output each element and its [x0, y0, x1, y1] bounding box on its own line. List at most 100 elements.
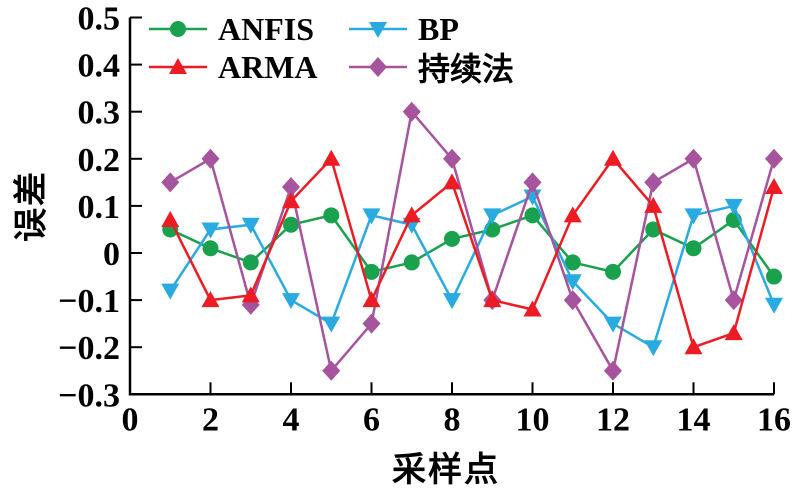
triangle-down-marker-icon [201, 222, 220, 239]
triangle-up-marker-icon [169, 58, 187, 74]
diamond-marker-icon [362, 313, 381, 334]
legend-label-ANFIS: ANFIS [218, 10, 315, 47]
x-tick-label: 4 [283, 401, 300, 438]
triangle-down-marker-icon [765, 297, 783, 314]
triangle-up-marker-icon [402, 206, 421, 223]
triangle-up-marker-icon [684, 338, 703, 355]
triangle-up-marker-icon [282, 192, 300, 209]
diamond-marker-icon [684, 148, 703, 169]
circle-marker-icon [685, 240, 702, 257]
triangle-down-marker-icon [241, 217, 260, 234]
triangle-down-marker-icon [724, 198, 743, 215]
triangle-up-marker-icon [483, 291, 502, 308]
y-tick-label: 0.1 [78, 189, 121, 226]
triangle-up-marker-icon [322, 149, 341, 166]
circle-marker-icon [202, 240, 219, 257]
circle-marker-icon [242, 254, 259, 271]
x-tick-label: 10 [516, 401, 550, 438]
series-line-BP [169, 194, 776, 350]
triangle-down-marker-icon [483, 208, 502, 225]
triangle-up-marker-icon [604, 149, 622, 166]
series-持续法 [161, 101, 783, 381]
circle-marker-icon [403, 254, 420, 271]
triangle-down-marker-icon [369, 22, 387, 38]
diamond-marker-icon [322, 360, 341, 381]
triangle-down-marker-icon [563, 274, 582, 291]
triangle-down-marker-icon [443, 293, 461, 310]
diamond-marker-icon [369, 57, 387, 77]
circle-marker-icon [766, 268, 782, 285]
triangle-up-marker-icon [523, 300, 542, 317]
circle-marker-icon [605, 263, 621, 280]
y-tick-label: −0.1 [58, 283, 120, 320]
diamond-marker-icon [604, 360, 622, 381]
circle-marker-icon [645, 221, 662, 238]
diamond-marker-icon [724, 290, 743, 311]
circle-marker-icon [170, 21, 186, 37]
triangle-down-marker-icon [644, 340, 663, 357]
diamond-marker-icon [644, 172, 663, 193]
diamond-marker-icon [282, 177, 300, 198]
triangle-up-marker-icon [161, 211, 180, 228]
legend-label-ARMA: ARMA [218, 48, 318, 85]
legend-circle-icon [149, 21, 207, 37]
x-tick-label: 0 [122, 401, 139, 438]
x-tick-label: 14 [677, 401, 711, 438]
triangle-up-marker-icon [443, 173, 461, 190]
triangle-up-marker-icon [563, 206, 582, 223]
y-tick-label: −0.3 [58, 377, 120, 414]
circle-marker-icon [283, 216, 299, 233]
diamond-marker-icon [443, 148, 461, 169]
triangle-down-marker-icon [322, 316, 341, 333]
triangle-up-marker-icon [724, 324, 743, 341]
diamond-marker-icon [523, 172, 542, 193]
diamond-marker-icon [402, 101, 421, 122]
triangle-up-marker-icon [765, 178, 783, 195]
circle-marker-icon [444, 230, 460, 247]
x-tick-label: 8 [444, 401, 461, 438]
legend-item-BP: BP [348, 10, 548, 48]
triangle-down-marker-icon [161, 283, 180, 300]
x-tick-label: 2 [202, 401, 219, 438]
y-tick-label: 0.2 [78, 142, 121, 179]
circle-marker-icon [564, 254, 581, 271]
x-axis: 0 2 4 6 8 10 12 14 16 [122, 382, 791, 438]
y-tick-label: 0.5 [78, 1, 121, 38]
x-tick-label: 12 [596, 401, 630, 438]
legend-triangle-down-icon [349, 22, 407, 38]
legend: ANFIS ARMA BP 持续法 [148, 10, 548, 87]
diamond-marker-icon [563, 290, 582, 311]
legend-item-ARMA: ARMA [148, 48, 348, 86]
y-tick-label: 0.4 [78, 48, 121, 85]
diamond-marker-icon [765, 148, 783, 169]
circle-marker-icon [363, 263, 380, 280]
diamond-marker-icon [161, 172, 180, 193]
y-axis: 0.5 0.4 0.3 0.2 0.1 0 −0.1 −0.2 −0.3 [58, 1, 142, 414]
legend-label-BP: BP [418, 10, 459, 47]
y-tick-label: −0.2 [58, 330, 120, 367]
circle-marker-icon [323, 207, 340, 224]
x-tick-label: 6 [363, 401, 380, 438]
legend-triangle-up-icon [149, 58, 207, 74]
triangle-up-marker-icon [362, 291, 381, 308]
legend-item-ANFIS: ANFIS [148, 10, 348, 48]
triangle-up-marker-icon [644, 196, 663, 213]
triangle-down-marker-icon [362, 208, 381, 225]
circle-marker-icon [524, 207, 541, 224]
series-line-ARMA [169, 156, 776, 349]
triangle-down-marker-icon [684, 208, 703, 225]
diamond-marker-icon [201, 148, 220, 169]
x-tick-label: 16 [757, 401, 791, 438]
triangle-up-marker-icon [201, 291, 220, 308]
triangle-down-marker-icon [282, 293, 300, 310]
y-tick-label: 0 [103, 236, 120, 273]
legend-label-持续法: 持续法 [418, 51, 515, 87]
legend-diamond-icon [349, 57, 407, 77]
series-ARMA [161, 149, 783, 355]
triangle-down-marker-icon [604, 316, 622, 333]
x-axis-label: 采样点 [392, 452, 500, 489]
triangle-up-marker-icon [241, 286, 260, 303]
y-tick-label: 0.3 [78, 95, 121, 132]
